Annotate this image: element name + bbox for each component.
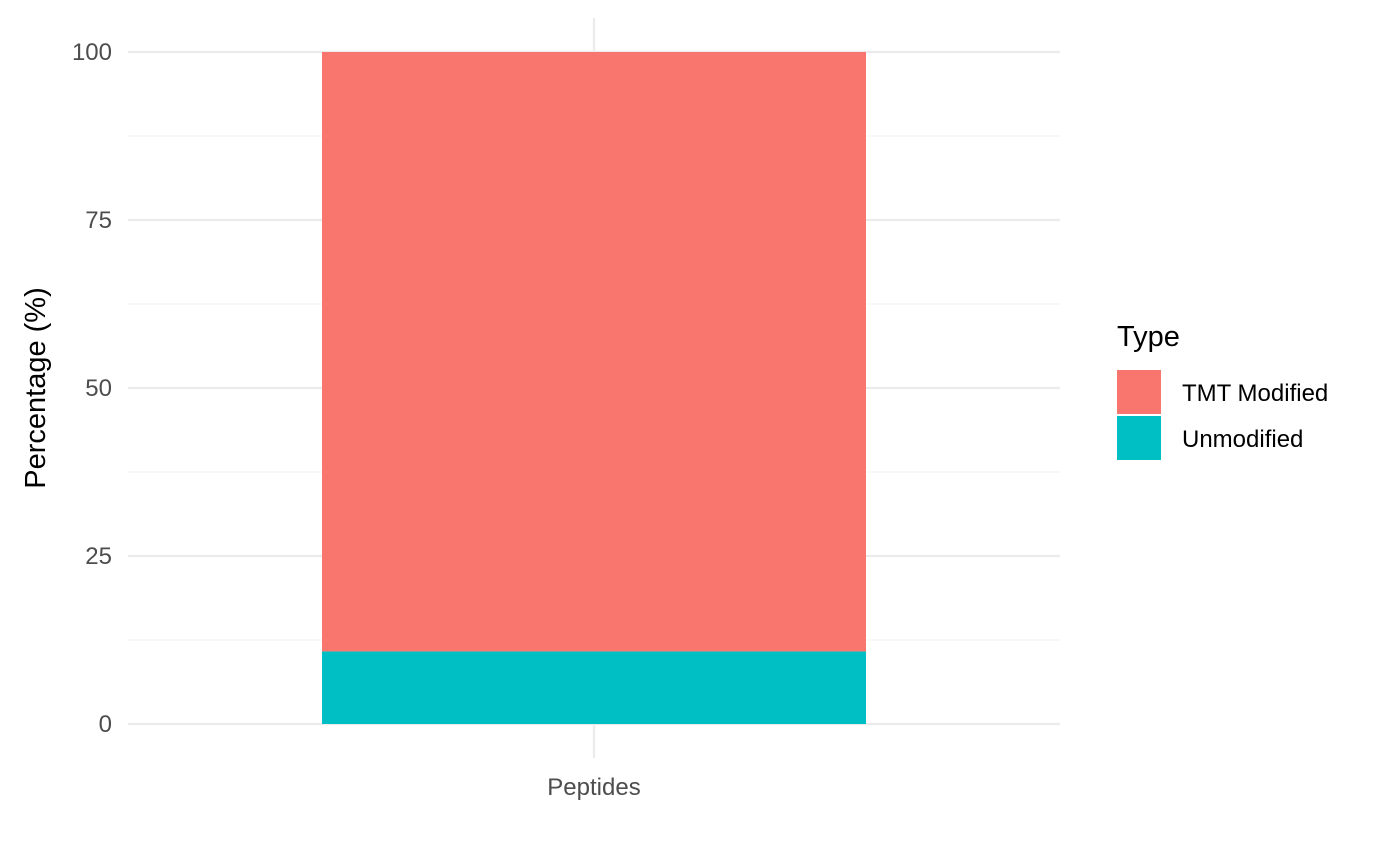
- legend-label: Unmodified: [1182, 426, 1303, 453]
- y-tick-label: 25: [85, 543, 112, 570]
- y-tick-label: 50: [85, 375, 112, 402]
- legend-label: TMT Modified: [1182, 380, 1328, 407]
- y-tick-label: 100: [72, 39, 112, 66]
- y-axis-ticks: 0 25 50 75 100: [72, 39, 112, 738]
- y-tick-label: 75: [85, 207, 112, 234]
- bars: [322, 52, 866, 724]
- legend-key: [1117, 416, 1161, 460]
- x-tick-label: Peptides: [547, 774, 640, 801]
- legend-key: [1117, 370, 1161, 414]
- bar-tmt-modified: [322, 52, 866, 652]
- bar-unmodified: [322, 651, 866, 724]
- y-axis-title: Percentage (%): [20, 287, 52, 489]
- y-tick-label: 0: [99, 711, 112, 738]
- x-axis-ticks: Peptides: [547, 774, 640, 801]
- legend: Type TMT Modified Unmodified: [1117, 321, 1328, 460]
- legend-title: Type: [1117, 321, 1180, 353]
